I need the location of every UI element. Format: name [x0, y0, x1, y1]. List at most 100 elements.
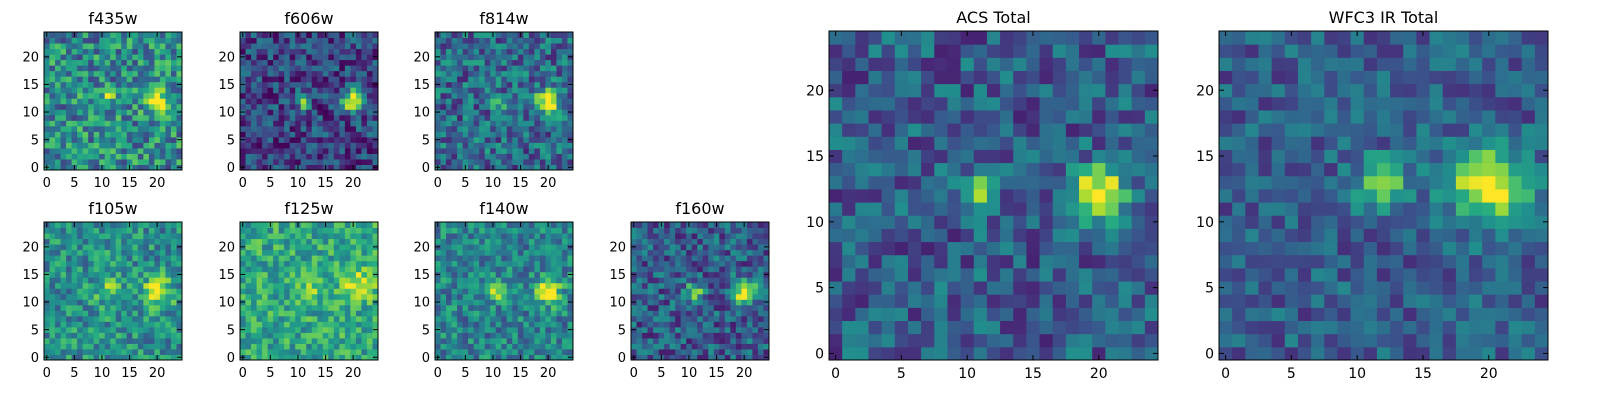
heatmap-cell: [115, 277, 122, 284]
heatmap-cell: [55, 326, 62, 333]
heatmap-cell: [506, 304, 513, 311]
heatmap-cell: [267, 65, 274, 72]
heatmap-cell: [361, 321, 368, 328]
heatmap-cell: [322, 233, 329, 240]
heatmap-cell: [561, 266, 568, 273]
heatmap-cell: [829, 202, 843, 216]
heatmap-cell: [512, 326, 519, 333]
heatmap-cell: [468, 288, 475, 295]
heatmap-cell: [278, 158, 285, 165]
heatmap-cell: [545, 238, 552, 245]
heatmap-cell: [361, 48, 368, 55]
heatmap-cell: [556, 282, 563, 289]
heatmap-cell: [240, 131, 247, 138]
heatmap-cell: [1118, 188, 1133, 203]
heatmap-cell: [322, 332, 329, 339]
heatmap-cell: [534, 227, 541, 234]
heatmap-cell: [240, 310, 247, 317]
heatmap-cell: [523, 54, 530, 61]
heatmap-cell: [506, 32, 513, 39]
heatmap-cell: [311, 227, 318, 234]
heatmap-cell: [256, 142, 263, 149]
heatmap-cell: [479, 310, 486, 317]
heatmap-cell: [295, 249, 302, 256]
heatmap-cell: [545, 343, 552, 350]
heatmap-cell: [1079, 175, 1093, 190]
heatmap-cell: [457, 337, 464, 344]
heatmap-cell: [66, 255, 73, 262]
heatmap-cell: [457, 125, 464, 132]
heatmap-cell: [278, 76, 285, 83]
x-tick-label: 10: [290, 366, 307, 381]
heatmap-cell: [495, 277, 502, 284]
heatmap-cell: [322, 293, 329, 300]
heatmap-cell: [284, 37, 291, 44]
heatmap-cell: [960, 294, 975, 308]
y-tick-label: 5: [618, 323, 626, 338]
heatmap-cell: [267, 293, 274, 300]
heatmap-cell: [881, 175, 896, 190]
heatmap-cell: [495, 125, 502, 132]
heatmap-cell: [306, 304, 313, 311]
heatmap-cell: [556, 343, 563, 350]
heatmap-cell: [746, 310, 753, 317]
heatmap-cell: [295, 260, 302, 267]
heatmap-cell: [372, 266, 379, 273]
heatmap-cell: [49, 59, 56, 66]
heatmap-cell: [934, 333, 948, 348]
heatmap-cell: [539, 131, 546, 138]
heatmap-cell: [165, 233, 172, 240]
heatmap-cell: [322, 54, 329, 61]
heatmap-cell: [44, 43, 51, 50]
heatmap-cell: [894, 281, 909, 295]
heatmap-cell: [344, 315, 351, 322]
heatmap-cell: [435, 238, 442, 245]
heatmap-cell: [986, 267, 1001, 282]
heatmap-cell: [921, 307, 935, 322]
heatmap-cell: [55, 293, 62, 300]
heatmap-cell: [842, 215, 856, 229]
heatmap-cell: [262, 348, 269, 355]
heatmap-cell: [322, 43, 329, 50]
heatmap-cell: [1105, 294, 1120, 308]
heatmap-cell: [495, 321, 502, 328]
heatmap-cell: [691, 277, 698, 284]
heatmap-cell: [523, 238, 530, 245]
heatmap-cell: [49, 158, 56, 165]
heatmap-cell: [273, 222, 280, 229]
heatmap-cell: [317, 233, 324, 240]
heatmap-cell: [506, 81, 513, 88]
heatmap-cell: [251, 332, 258, 339]
heatmap-cell: [77, 48, 84, 55]
heatmap-cell: [653, 255, 660, 262]
heatmap-cell: [137, 238, 144, 245]
heatmap-cell: [88, 233, 95, 240]
heatmap-cell: [278, 271, 285, 278]
heatmap-cell: [490, 238, 497, 245]
heatmap-cell: [82, 158, 89, 165]
heatmap-cell: [44, 260, 51, 267]
heatmap-cell: [256, 293, 263, 300]
heatmap-cell: [752, 238, 759, 245]
heatmap-cell: [93, 227, 100, 234]
heatmap-cell: [372, 227, 379, 234]
heatmap-cell: [328, 238, 335, 245]
heatmap-cell: [110, 233, 117, 240]
heatmap-cell: [446, 255, 453, 262]
heatmap-cell: [267, 153, 274, 160]
heatmap-cell: [339, 164, 346, 171]
heatmap-cell: [366, 326, 373, 333]
heatmap-cell: [512, 81, 519, 88]
heatmap-cell: [642, 244, 649, 251]
heatmap-cell: [746, 244, 753, 251]
heatmap-cell: [328, 48, 335, 55]
heatmap-cell: [317, 87, 324, 94]
heatmap-cell: [99, 92, 106, 99]
heatmap-cell: [506, 271, 513, 278]
heatmap-cell: [528, 98, 535, 105]
heatmap-cell: [1079, 228, 1093, 243]
heatmap-cell: [947, 281, 962, 295]
heatmap-cell: [93, 271, 100, 278]
heatmap-cell: [350, 43, 357, 50]
